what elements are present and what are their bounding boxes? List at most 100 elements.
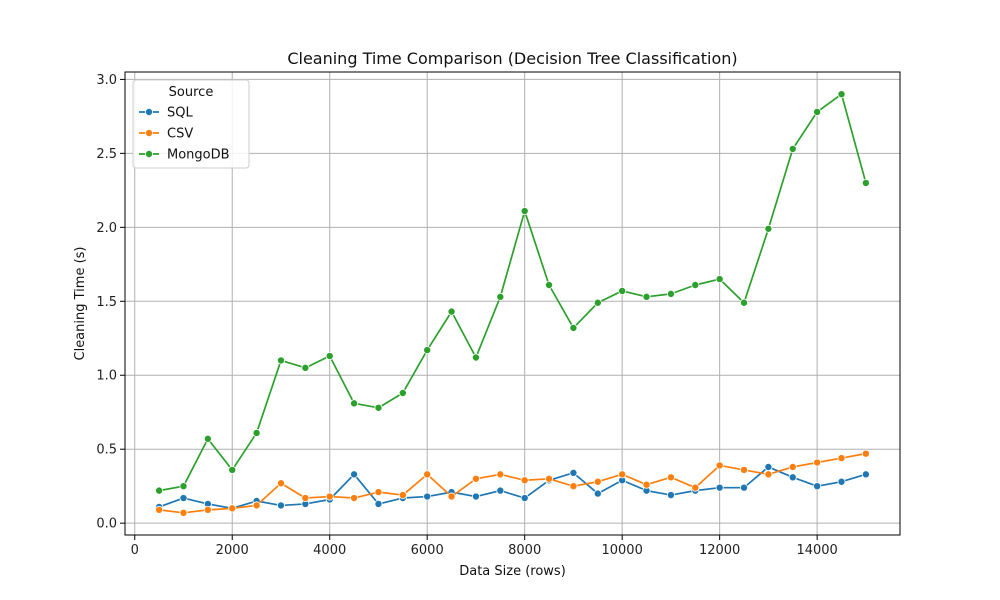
legend-box: [132, 79, 250, 169]
data-point: [861, 470, 870, 479]
data-point: [545, 474, 554, 483]
y-axis-label: Cleaning Time (s): [73, 247, 88, 361]
data-point: [691, 483, 700, 492]
chart-title: Cleaning Time Comparison (Decision Tree …: [287, 49, 737, 68]
data-point: [861, 449, 870, 458]
y-tick-label: 2.5: [96, 147, 117, 162]
data-point: [179, 482, 188, 491]
data-point: [276, 501, 285, 510]
y-tick-label: 0.5: [96, 443, 117, 458]
x-tick-label: 8000: [508, 543, 541, 558]
x-tick-label: 10000: [601, 543, 642, 558]
data-point: [764, 470, 773, 479]
data-point: [764, 462, 773, 471]
data-point: [301, 363, 310, 372]
data-point: [740, 298, 749, 307]
data-point: [350, 399, 359, 408]
data-point: [350, 494, 359, 503]
data-point: [837, 90, 846, 99]
data-point: [203, 434, 212, 443]
data-point: [788, 462, 797, 471]
legend-label: CSV: [167, 127, 193, 142]
legend-label: SQL: [167, 106, 193, 121]
data-point: [374, 499, 383, 508]
data-point: [252, 428, 261, 437]
data-point: [666, 491, 675, 500]
legend-item-sql: SQL: [139, 106, 193, 121]
data-point: [325, 492, 334, 501]
x-tick-label: 0: [131, 543, 139, 558]
data-point: [813, 107, 822, 116]
data-point: [813, 458, 822, 467]
data-point: [423, 470, 432, 479]
data-point: [203, 505, 212, 514]
data-point: [350, 470, 359, 479]
data-point: [496, 470, 505, 479]
data-point: [715, 275, 724, 284]
series-line-mongodb: [158, 93, 867, 492]
data-point: [276, 479, 285, 488]
data-point: [545, 281, 554, 290]
series-sql: [155, 462, 870, 513]
data-point: [569, 482, 578, 491]
data-point: [179, 494, 188, 503]
legend-item-csv: CSV: [139, 127, 193, 142]
x-tick-label: 6000: [411, 543, 444, 558]
legend-marker: [144, 149, 153, 158]
data-point: [447, 307, 456, 316]
ticks: 0 2000 4000 6000 8000 10000 12000 14000 0.0 0.5 1.…: [96, 73, 838, 558]
data-point: [228, 465, 237, 474]
data-point: [593, 298, 602, 307]
legend-items: SQL CSV MongoDB: [139, 106, 230, 163]
legend-item-mongodb: MongoDB: [139, 148, 230, 163]
data-point: [618, 286, 627, 295]
data-point: [423, 346, 432, 355]
y-tick-label: 3.0: [96, 73, 117, 88]
data-point: [788, 144, 797, 153]
data-point: [569, 468, 578, 477]
legend: Source SQL CSV MongoDB: [132, 79, 250, 169]
data-point: [520, 494, 529, 503]
x-tick-label: 14000: [796, 543, 837, 558]
data-point: [276, 356, 285, 365]
data-point: [666, 473, 675, 482]
data-point: [374, 403, 383, 412]
y-tick-label: 1.0: [96, 369, 117, 384]
data-point: [520, 476, 529, 485]
x-tick-label: 2000: [216, 543, 249, 558]
y-tick-label: 2.0: [96, 221, 117, 236]
data-point: [715, 483, 724, 492]
data-point: [642, 292, 651, 301]
data-point: [496, 292, 505, 301]
data-point: [471, 353, 480, 362]
data-point: [813, 482, 822, 491]
data-point: [593, 489, 602, 498]
legend-title: Source: [169, 85, 214, 100]
data-point: [861, 178, 870, 187]
data-point: [837, 454, 846, 463]
data-point: [301, 494, 310, 503]
data-point: [715, 461, 724, 470]
series-line-csv: [159, 452, 867, 514]
data-point: [740, 483, 749, 492]
data-point: [666, 289, 675, 298]
x-tick-label: 4000: [313, 543, 346, 558]
data-point: [228, 504, 237, 513]
data-point: [155, 505, 164, 514]
data-point: [155, 486, 164, 495]
grid: [125, 72, 900, 535]
legend-label: MongoDB: [167, 148, 230, 163]
data-point: [642, 480, 651, 489]
plot-frame: [124, 71, 901, 536]
series-csv: [155, 449, 870, 517]
data-point: [252, 501, 261, 510]
data-point: [788, 473, 797, 482]
data-point: [471, 474, 480, 483]
series-mongodb: [155, 90, 870, 495]
x-tick-label: 12000: [699, 543, 740, 558]
data-point: [471, 492, 480, 501]
data-point: [569, 323, 578, 332]
data-point: [837, 477, 846, 486]
